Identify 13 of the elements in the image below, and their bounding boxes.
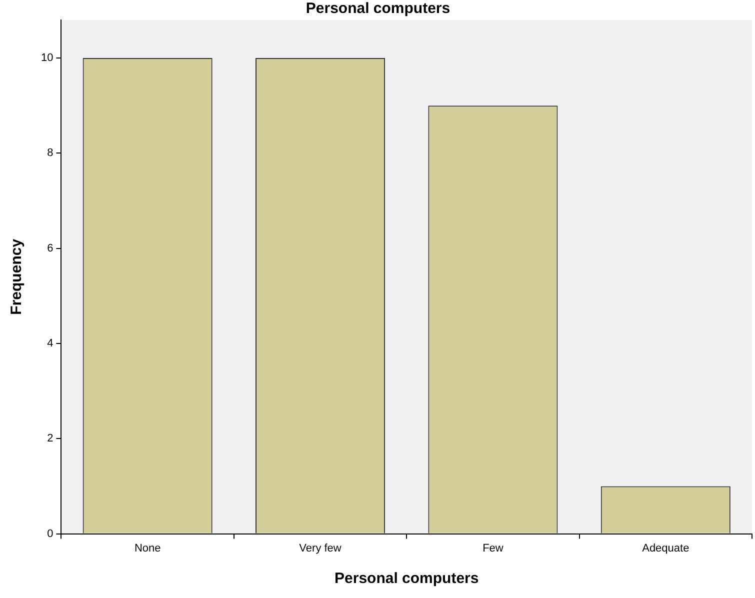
y-tick-label: 6 bbox=[47, 242, 54, 254]
x-axis-title: Personal computers bbox=[334, 570, 479, 588]
y-tick-label: 2 bbox=[47, 432, 54, 445]
x-tick-label: Adequate bbox=[642, 542, 690, 554]
y-tick-label: 0 bbox=[47, 528, 54, 540]
x-tick-label: None bbox=[134, 542, 161, 554]
x-tick-label: Few bbox=[482, 542, 504, 554]
y-tick-label: 4 bbox=[47, 338, 54, 350]
chart-title: Personal computers bbox=[306, 0, 450, 18]
y-tick-label: 10 bbox=[40, 52, 54, 64]
y-axis-title: Frequency bbox=[8, 238, 26, 315]
x-tick-label: Very few bbox=[299, 542, 342, 554]
y-tick-label: 8 bbox=[47, 147, 54, 160]
